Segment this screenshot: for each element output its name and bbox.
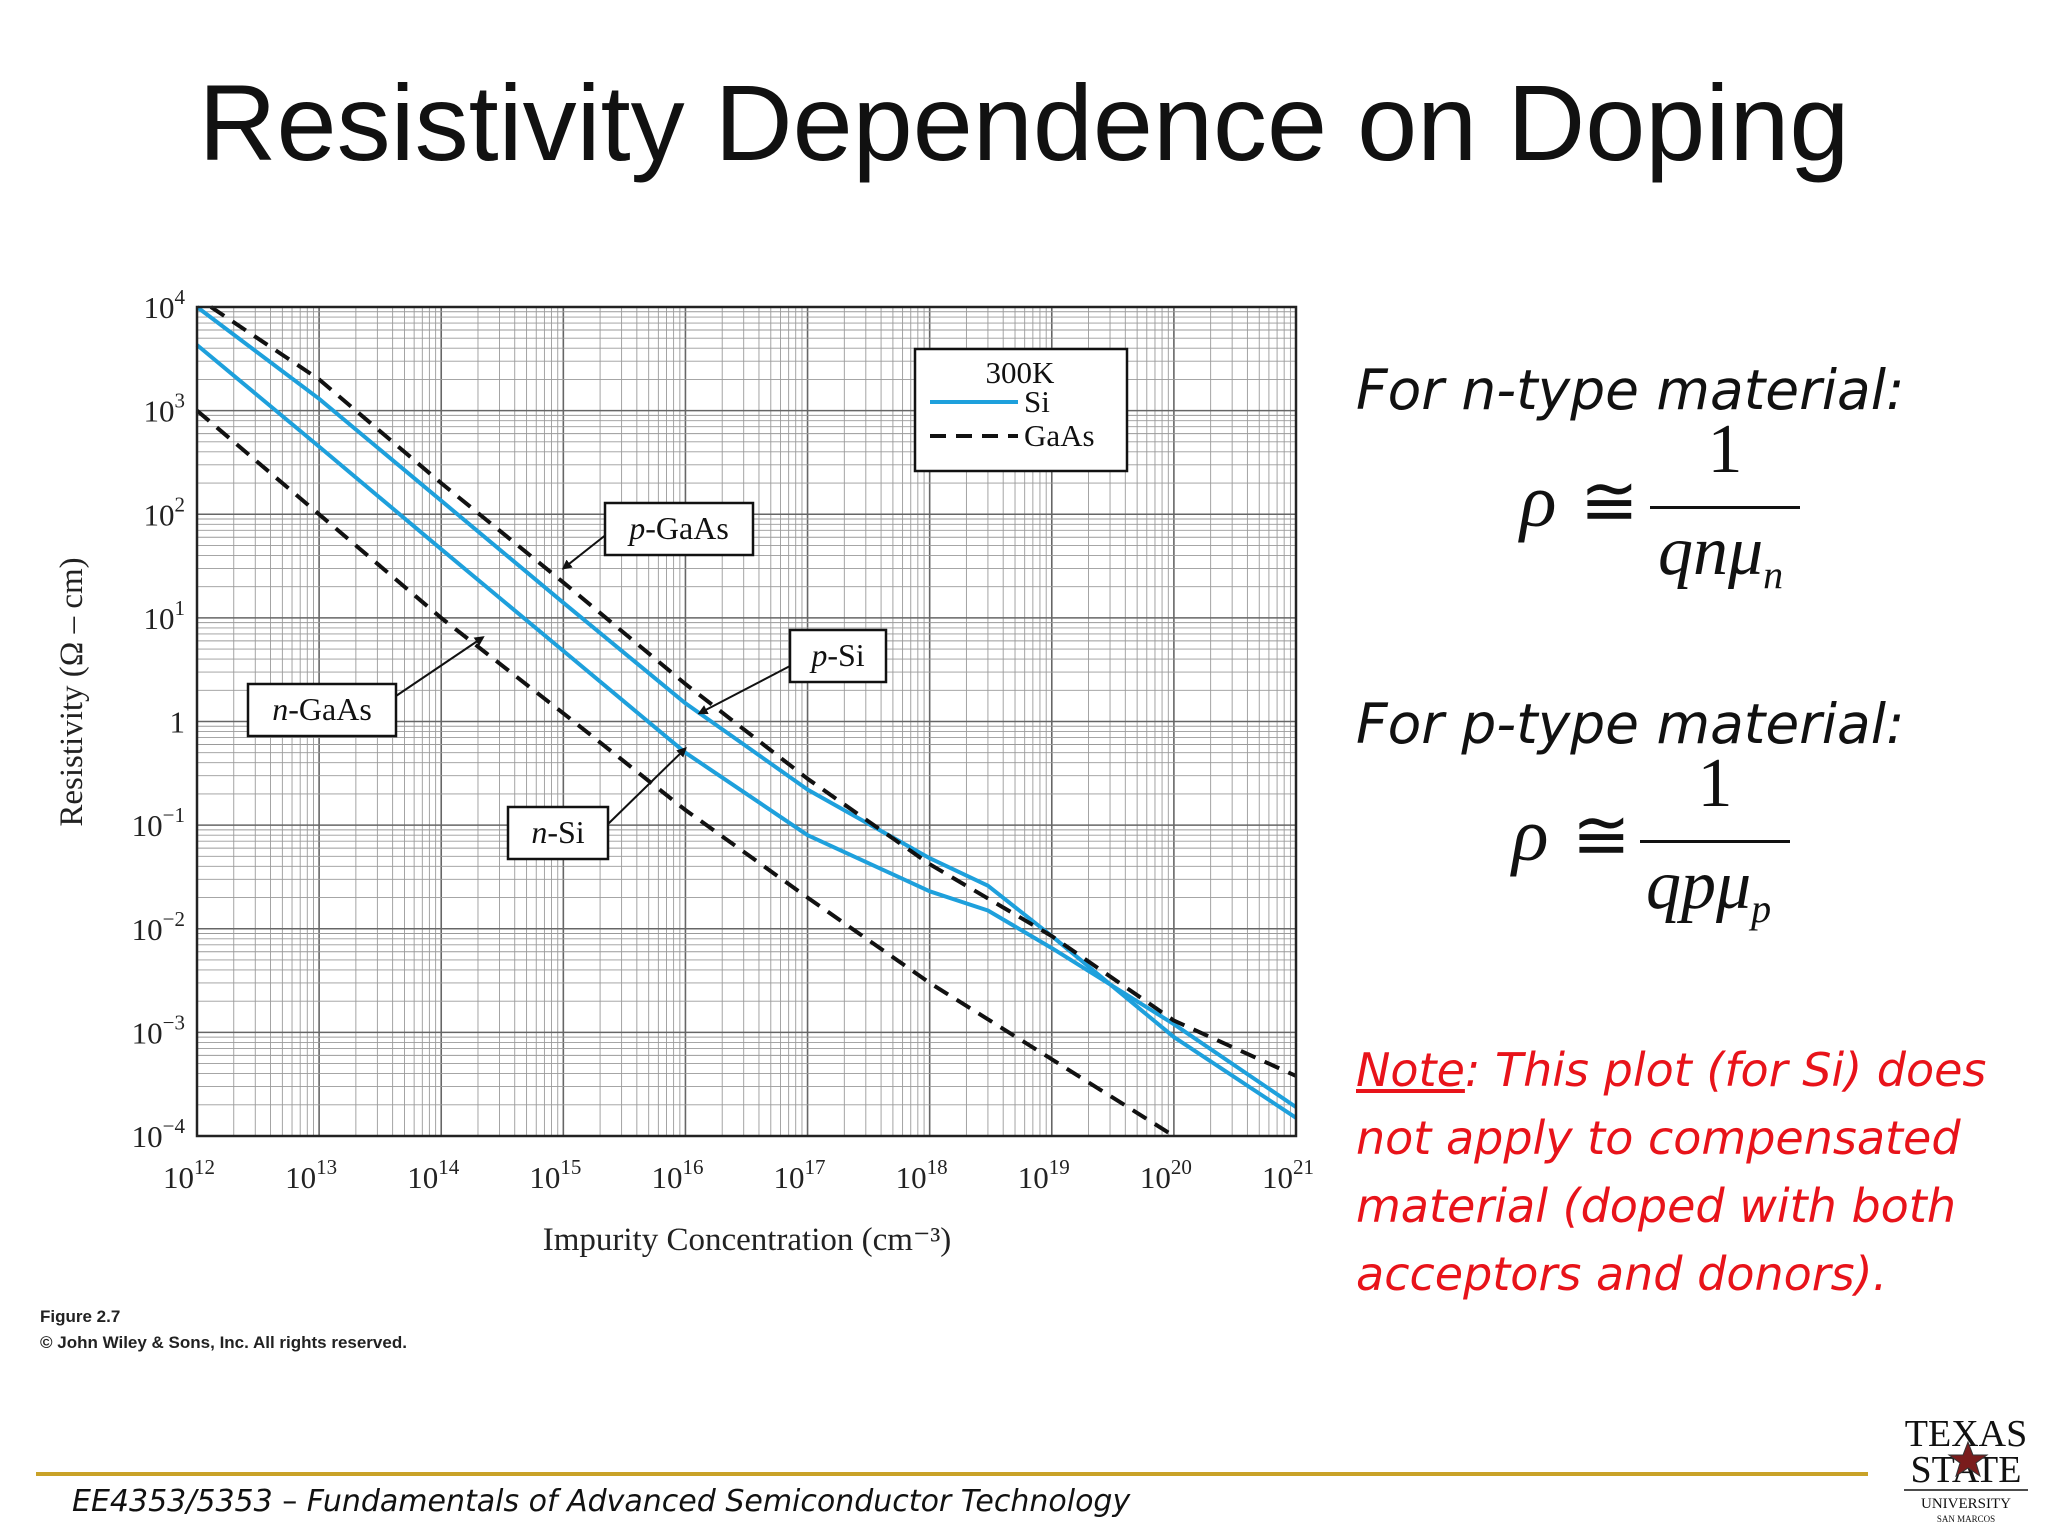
annotation-arrow: [697, 665, 791, 715]
rho-symbol: ρ: [1520, 459, 1557, 543]
formula-numerator: 1: [1697, 745, 1733, 822]
annotation-label: p-GaAs: [627, 510, 729, 546]
legend-title: 300K: [986, 355, 1056, 390]
logo-line4: SAN MARCOS: [1937, 1514, 1995, 1524]
formula-numerator: 1: [1707, 411, 1743, 488]
footer-text: EE4353/5353 – Fundamentals of Advanced S…: [72, 1484, 1130, 1519]
y-tick-label: 10−4: [132, 1114, 186, 1154]
note-text: Note: This plot (for Si) does not apply …: [1356, 1036, 2036, 1308]
annotation-n-gaas: n-GaAs: [246, 636, 485, 738]
annotation-n-si: n-Si: [506, 747, 687, 861]
x-tick-label: 1017: [774, 1155, 826, 1195]
y-axis-label: Resistivity (Ω – cm): [54, 557, 90, 826]
annotation-box: [506, 805, 610, 861]
y-tick-label: 101: [144, 596, 186, 636]
series-line-p-gaas: [209, 305, 1297, 1078]
slide-title: Resistivity Dependence on Doping: [198, 62, 1850, 183]
formula-denominator: qnμn: [1658, 513, 1784, 597]
y-tick-label: 10−3: [132, 1010, 185, 1050]
chart-annotations: p-GaAs p-Si n-GaAs n-Si: [246, 501, 888, 861]
n-type-heading: For n-type material:: [1356, 358, 1905, 422]
plot-frame: [195, 305, 1298, 1138]
y-tick-label: 1: [170, 705, 186, 740]
copyright-notice: © John Wiley & Sons, Inc. All rights res…: [40, 1332, 407, 1352]
footer-rule: [36, 1472, 1868, 1476]
x-tick-label: 1019: [1018, 1155, 1070, 1195]
annotation-label: p-Si: [809, 637, 864, 673]
x-tick-label: 1020: [1140, 1155, 1192, 1195]
annotation-arrow: [605, 747, 687, 827]
legend-box: [913, 347, 1129, 473]
p-type-heading: For p-type material:: [1356, 692, 1905, 756]
x-tick-label: 1016: [651, 1155, 703, 1195]
figure-caption: Figure 2.7 © John Wiley & Sons, Inc. All…: [40, 1304, 407, 1355]
annotation-arrow: [395, 636, 485, 697]
formula-denominator: qpμp: [1646, 847, 1772, 931]
x-tick-label: 1013: [285, 1155, 337, 1195]
annotation-box: [603, 501, 755, 557]
annotation-box: [246, 682, 398, 738]
x-tick-label: 1021: [1262, 1155, 1314, 1195]
y-tick-labels: 10−4 10−3 10−2 10−1 1 101 102 103 104: [132, 285, 186, 1154]
note-body: : This plot (for Si) does not apply to c…: [1356, 1043, 1987, 1301]
university-logo: TEXAS STATE UNIVERSITY SAN MARCOS: [1904, 1413, 2028, 1524]
note-label: Note: [1356, 1043, 1465, 1097]
x-tick-label: 1015: [529, 1155, 581, 1195]
y-tick-label: 10−2: [132, 907, 185, 947]
course-code: EE4353/5353: [72, 1484, 273, 1519]
y-tick-label: 102: [144, 492, 186, 532]
annotation-p-si: p-Si: [697, 628, 888, 715]
legend-entry-gaas: GaAs: [1024, 418, 1095, 453]
annotation-box: [788, 628, 888, 684]
x-tick-label: 1014: [407, 1155, 460, 1195]
fraction-bar: [1650, 506, 1800, 509]
x-tick-label: 1012: [163, 1155, 215, 1195]
series-line-n-si: [195, 343, 1298, 1109]
chart-series: [195, 305, 1298, 1138]
series-line-n-gaas: [195, 409, 1175, 1138]
annotation-p-gaas: p-GaAs: [561, 501, 755, 570]
approx-symbol: ≅: [1580, 464, 1639, 541]
course-subject: Fundamentals of Advanced Semiconductor T…: [306, 1484, 1131, 1519]
x-tick-labels: 1012 1013 1014 1015 1016 1017 1018 1019 1020 1021: [163, 1155, 1314, 1195]
series-line-p-si: [195, 305, 1298, 1120]
star-icon: [1947, 1440, 1989, 1478]
x-axis-label: Impurity Concentration (cm⁻³): [543, 1222, 952, 1258]
rho-symbol: ρ: [1512, 793, 1549, 877]
logo-line3: UNIVERSITY: [1921, 1496, 2011, 1512]
footer-dash: –: [272, 1484, 307, 1519]
y-tick-label: 103: [144, 389, 186, 429]
y-tick-label: 104: [144, 285, 186, 325]
annotation-label: n-GaAs: [272, 691, 372, 727]
approx-symbol: ≅: [1572, 798, 1631, 875]
fraction-bar: [1640, 840, 1790, 843]
annotation-label: n-Si: [531, 814, 584, 850]
figure-number: Figure 2.7: [40, 1307, 121, 1326]
x-tick-label: 1018: [896, 1155, 948, 1195]
y-tick-label: 10−1: [132, 803, 185, 843]
legend-entry-si: Si: [1024, 384, 1050, 419]
